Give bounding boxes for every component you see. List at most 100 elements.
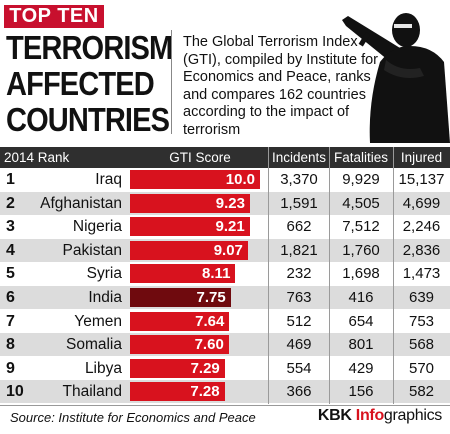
rank-label: 8: [6, 336, 15, 354]
table-row: 4 Pakistan 9.07 1,821 1,760 2,836: [0, 238, 450, 262]
incidents-value: 232: [286, 265, 312, 283]
fatalities-value: 429: [348, 359, 374, 377]
incidents-value: 3,370: [280, 171, 318, 188]
rank-label: 1: [6, 171, 15, 188]
rank-label: 9: [6, 359, 15, 377]
country-label: Libya: [84, 359, 122, 377]
column-separator: [268, 147, 269, 404]
brand-info: Info: [355, 407, 384, 424]
table-row: 1 Iraq 10.0 3,370 9,929 15,137: [0, 168, 450, 191]
title-line-2: AFFECTED: [6, 65, 155, 102]
header-divider: [171, 30, 172, 134]
top-ten-badge: TOP TEN: [4, 5, 104, 28]
incidents-value: 763: [286, 289, 312, 306]
injured-value: 570: [408, 359, 435, 377]
fatalities-value: 4,505: [342, 194, 380, 212]
gti-score-label: 7.29: [190, 359, 220, 377]
fatalities-value: 1,760: [342, 241, 380, 259]
footer-divider: [0, 405, 450, 406]
injured-value: 2,836: [402, 241, 441, 259]
fatalities-value: 9,929: [342, 171, 380, 188]
country-label: Iraq: [95, 171, 122, 188]
country-label: Afghanistan: [40, 194, 122, 212]
country-label: Pakistan: [62, 241, 122, 259]
table-row: 7 Yemen 7.64 512 654 753: [0, 310, 450, 333]
title-line-3: COUNTRIES: [6, 101, 170, 138]
injured-value: 582: [408, 383, 435, 401]
rank-label: 6: [6, 289, 15, 306]
gti-score-label: 7.64: [195, 312, 225, 330]
injured-value: 15,137: [398, 171, 445, 188]
incidents-value: 554: [286, 359, 312, 377]
incidents-value: 662: [286, 218, 312, 236]
rank-label: 3: [6, 218, 15, 236]
country-label: Thailand: [62, 383, 122, 401]
rank-label: 4: [6, 241, 15, 259]
gti-bar: [130, 358, 225, 378]
table-row: 2 Afghanistan 9.23 1,591 4,505 4,699: [0, 191, 450, 215]
injured-value: 568: [408, 336, 435, 354]
injured-value: 2,246: [402, 218, 441, 236]
table-row: 9 Libya 7.29 554 429 570: [0, 357, 450, 380]
gti-bar: [130, 193, 250, 213]
col-header-gti: GTI Score: [169, 150, 231, 165]
rank-label: 2: [6, 194, 15, 212]
country-label: Somalia: [66, 336, 122, 354]
col-header-fatalities: Fatalities: [333, 150, 389, 165]
fatalities-value: 654: [348, 312, 374, 330]
column-separator: [393, 147, 394, 404]
infographic-header: TOP TEN TERRORISM AFFECTED COUNTRIES The…: [0, 0, 450, 143]
gti-score-label: 10.0: [225, 171, 255, 188]
gti-bar: [130, 264, 236, 284]
injured-value: 4,699: [402, 194, 441, 212]
gti-score-label: 9.21: [215, 218, 245, 236]
brand-graphics: graphics: [383, 407, 442, 424]
fatalities-value: 1,698: [342, 265, 380, 283]
gti-bar: [130, 311, 230, 331]
incidents-value: 469: [286, 336, 312, 354]
description-text: The Global Terrorism Index (GTI), compil…: [183, 34, 379, 138]
gti-bar: [130, 217, 250, 237]
fatalities-value: 416: [348, 289, 374, 306]
fatalities-value: 156: [348, 383, 374, 401]
title-line-1: TERRORISM: [6, 29, 173, 66]
table-row: 3 Nigeria 9.21 662 7,512 2,246: [0, 215, 450, 238]
gti-score-label: 9.23: [215, 194, 245, 212]
column-separator: [329, 147, 330, 404]
country-label: Yemen: [74, 312, 122, 330]
gti-bar: [130, 240, 248, 260]
brand-kbk: KBK: [317, 407, 352, 424]
gti-score-label: 7.28: [190, 383, 220, 401]
gti-bar: [130, 170, 260, 189]
injured-value: 1,473: [402, 265, 441, 283]
table-row: 8 Somalia 7.60 469 801 568: [0, 333, 450, 357]
gti-score-label: 9.07: [213, 241, 243, 259]
col-header-rank: 2014 Rank: [4, 150, 70, 165]
col-header-injured: Injured: [400, 150, 443, 165]
fatalities-value: 801: [348, 336, 374, 354]
incidents-value: 1,821: [280, 241, 318, 259]
incidents-value: 1,591: [280, 194, 318, 212]
col-header-incidents: Incidents: [271, 150, 327, 165]
source-note: Source: Institute for Economics and Peac…: [10, 410, 256, 425]
table-row: 5 Syria 8.11 232 1,698 1,473: [0, 262, 450, 285]
country-label: India: [88, 289, 122, 306]
country-label: Syria: [86, 265, 122, 283]
table-row: 6 India 7.75 763 416 639: [0, 286, 450, 309]
armed-militant-silhouette-icon: [342, 13, 450, 143]
incidents-value: 366: [286, 383, 312, 401]
gti-score-label: 8.11: [202, 265, 231, 283]
gti-bar: [130, 382, 225, 402]
country-label: Nigeria: [72, 218, 122, 236]
gti-score-label: 7.60: [194, 336, 224, 354]
table-header: 2014 Rank GTI Score Incidents Fatalities…: [0, 147, 450, 168]
injured-value: 753: [408, 312, 435, 330]
incidents-value: 512: [286, 312, 312, 330]
table-row: 10 Thailand 7.28 366 156 582: [0, 380, 450, 404]
rank-label: 10: [6, 383, 24, 401]
gti-score-label: 7.75: [196, 289, 226, 306]
brand-logo: KBK Infographics: [318, 407, 442, 425]
rank-label: 7: [6, 312, 15, 330]
gti-bar: [130, 335, 229, 355]
rank-label: 5: [6, 265, 15, 283]
